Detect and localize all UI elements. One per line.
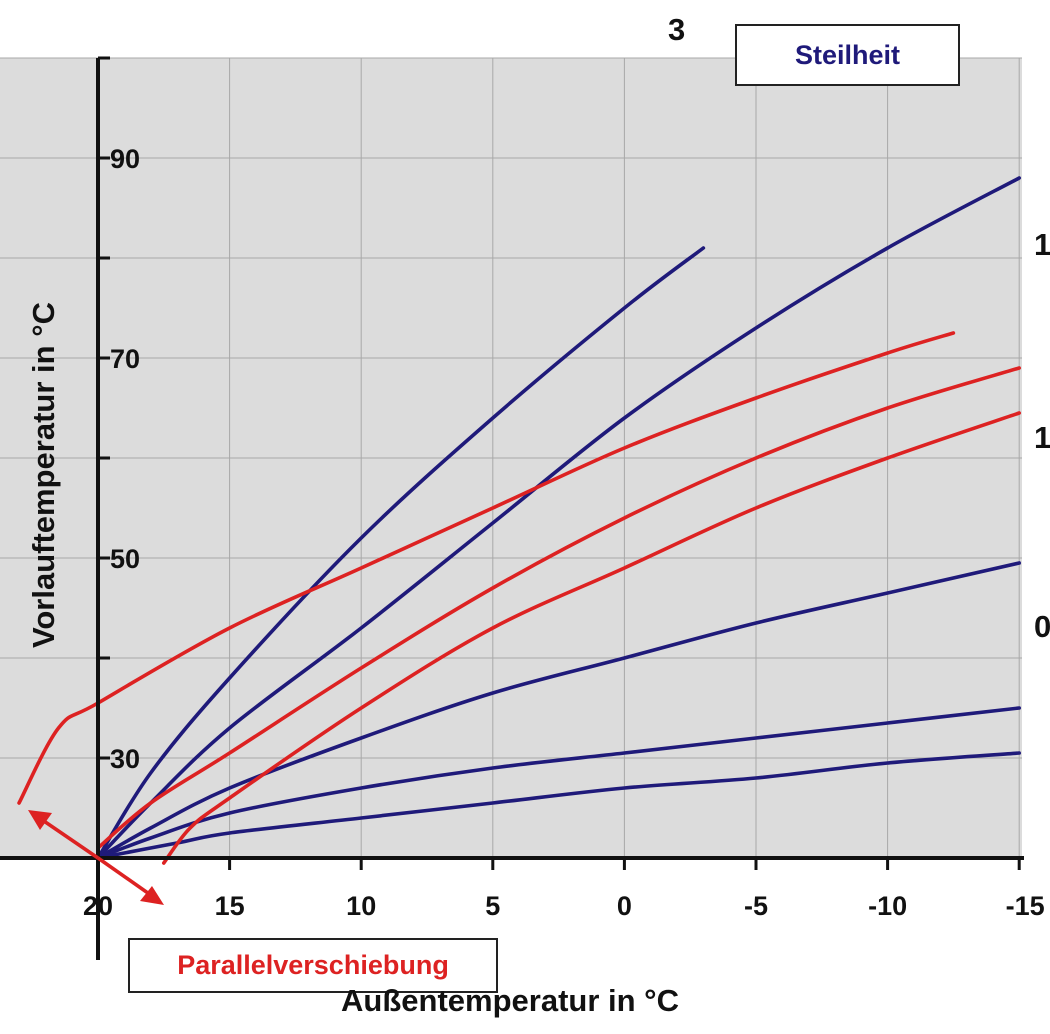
x-tick-label: -10 [868, 891, 907, 921]
curve-line-4 [96, 751, 1021, 860]
arrow-head-up [28, 810, 52, 830]
curve-line-0 [96, 246, 706, 860]
parallelverschiebung-box: Parallelverschiebung [128, 938, 498, 993]
y-tick-label: 50 [110, 544, 140, 574]
y-tick-label: 30 [110, 744, 140, 774]
x-tick-label: -5 [744, 891, 768, 921]
grid [0, 57, 1022, 858]
y-tick-label: 90 [110, 144, 140, 174]
y-tick-label: 70 [110, 344, 140, 374]
parallel-arrows [28, 810, 164, 905]
curve-label: 1 [1034, 227, 1050, 262]
curve-line-5 [17, 331, 956, 805]
y-axis-title: Vorlauftemperatur in °C [26, 302, 61, 648]
x-axis-title: Außentemperatur in °C [341, 983, 679, 1018]
x-tick-label: 10 [346, 891, 376, 921]
arrow-shaft-up [36, 815, 100, 860]
curve-label: 3 [668, 12, 685, 47]
x-tick-label: 20 [83, 891, 113, 921]
curves [17, 176, 1021, 865]
x-tick-label: -15 [1006, 891, 1045, 921]
curve-label: 0 [1034, 609, 1050, 644]
steilheit-box: Steilheit [735, 24, 960, 86]
curve-line-6 [96, 366, 1021, 850]
x-tick-label: 0 [617, 891, 632, 921]
arrow-shaft-down [96, 856, 157, 900]
arrow-head-down [140, 886, 164, 905]
x-tick-label: 5 [485, 891, 500, 921]
curve-line-7 [162, 411, 1021, 865]
curve-line-1 [96, 176, 1021, 860]
curve-labels: 3 1 1 0 [668, 12, 1050, 644]
curve-label: 1 [1034, 420, 1050, 455]
curve-line-2 [96, 561, 1021, 860]
x-tick-label: 15 [215, 891, 245, 921]
axes [0, 56, 1024, 960]
